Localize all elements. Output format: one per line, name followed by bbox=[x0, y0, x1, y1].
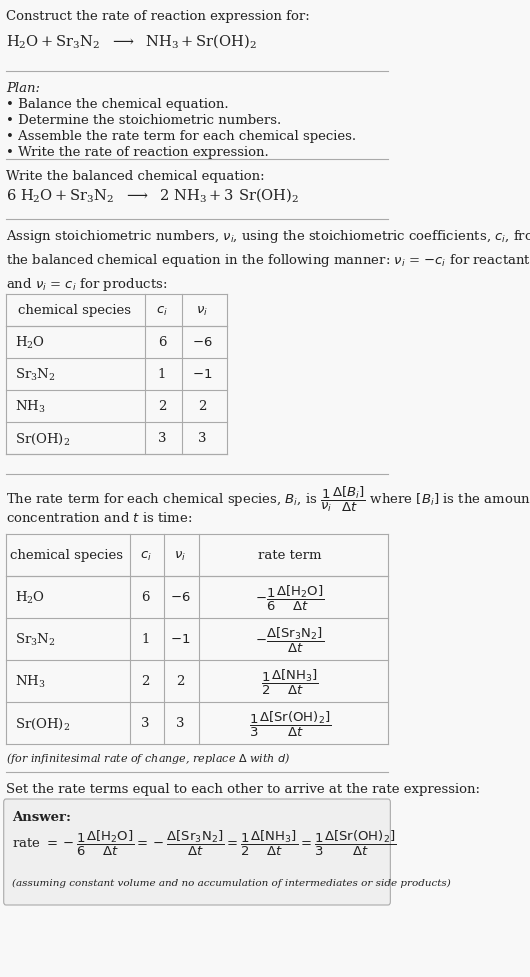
Text: $-\dfrac{\Delta[\mathrm{Sr_3N_2}]}{\Delta t}$: $-\dfrac{\Delta[\mathrm{Sr_3N_2}]}{\Delt… bbox=[255, 624, 324, 654]
Text: 2: 2 bbox=[176, 675, 184, 688]
Text: $\dfrac{1}{2}\dfrac{\Delta[\mathrm{NH_3}]}{\Delta t}$: $\dfrac{1}{2}\dfrac{\Delta[\mathrm{NH_3}… bbox=[261, 666, 319, 696]
Text: $\mathregular{NH_3}$: $\mathregular{NH_3}$ bbox=[15, 673, 46, 690]
Text: 2: 2 bbox=[198, 401, 206, 413]
Text: Answer:: Answer: bbox=[12, 810, 71, 824]
Text: $\mathit{\nu_i}$: $\mathit{\nu_i}$ bbox=[196, 304, 208, 318]
Text: 3: 3 bbox=[158, 432, 166, 446]
Text: The rate term for each chemical species, $B_i$, is $\dfrac{1}{\nu_i}\dfrac{\Delt: The rate term for each chemical species,… bbox=[6, 485, 530, 514]
Text: $\mathregular{H_2O}$: $\mathregular{H_2O}$ bbox=[15, 589, 45, 606]
Text: $\mathit{\nu_i}$: $\mathit{\nu_i}$ bbox=[174, 549, 186, 562]
Text: $-1$: $-1$ bbox=[170, 633, 190, 646]
Text: Construct the rate of reaction expression for:: Construct the rate of reaction expressio… bbox=[6, 10, 310, 23]
Text: Assign stoichiometric numbers, $\mathit{\nu_i}$, using the stoichiometric coeffi: Assign stoichiometric numbers, $\mathit{… bbox=[6, 228, 530, 293]
Text: (for infinitesimal rate of change, replace $\Delta$ with $d$): (for infinitesimal rate of change, repla… bbox=[6, 750, 290, 765]
Text: 3: 3 bbox=[198, 432, 207, 446]
Text: $\mathregular{NH_3}$: $\mathregular{NH_3}$ bbox=[15, 399, 46, 414]
Text: (assuming constant volume and no accumulation of intermediates or side products): (assuming constant volume and no accumul… bbox=[12, 878, 450, 887]
Text: 1: 1 bbox=[158, 368, 166, 381]
Text: Write the balanced chemical equation:: Write the balanced chemical equation: bbox=[6, 170, 264, 183]
Text: $\mathit{c_i}$: $\mathit{c_i}$ bbox=[140, 549, 152, 562]
Text: $-6$: $-6$ bbox=[192, 336, 213, 349]
Text: 3: 3 bbox=[175, 717, 184, 730]
FancyBboxPatch shape bbox=[4, 799, 390, 905]
Text: chemical species: chemical species bbox=[18, 304, 131, 318]
Text: rate term: rate term bbox=[258, 549, 322, 562]
Text: $\mathregular{6\ H_2O + Sr_3N_2\ \ \longrightarrow\ \ 2\ NH_3 + 3\ Sr(OH)_2}$: $\mathregular{6\ H_2O + Sr_3N_2\ \ \long… bbox=[6, 186, 299, 203]
Text: 2: 2 bbox=[158, 401, 166, 413]
Text: • Determine the stoichiometric numbers.: • Determine the stoichiometric numbers. bbox=[6, 114, 281, 127]
Text: $-\dfrac{1}{6}\dfrac{\Delta[\mathrm{H_2O}]}{\Delta t}$: $-\dfrac{1}{6}\dfrac{\Delta[\mathrm{H_2O… bbox=[255, 583, 325, 612]
Text: chemical species: chemical species bbox=[11, 549, 123, 562]
Text: $\mathregular{Sr(OH)_2}$: $\mathregular{Sr(OH)_2}$ bbox=[15, 716, 70, 731]
Text: 6: 6 bbox=[142, 591, 150, 604]
Text: $\mathregular{Sr(OH)_2}$: $\mathregular{Sr(OH)_2}$ bbox=[15, 431, 70, 446]
Text: concentration and $\mathit{t}$ is time:: concentration and $\mathit{t}$ is time: bbox=[6, 510, 192, 525]
Text: $\mathregular{Sr_3N_2}$: $\mathregular{Sr_3N_2}$ bbox=[15, 631, 56, 648]
Text: 6: 6 bbox=[158, 336, 166, 349]
Text: $\mathregular{Sr_3N_2}$: $\mathregular{Sr_3N_2}$ bbox=[15, 366, 56, 383]
Text: 1: 1 bbox=[142, 633, 150, 646]
Text: • Balance the chemical equation.: • Balance the chemical equation. bbox=[6, 98, 228, 110]
Text: $\mathit{c_i}$: $\mathit{c_i}$ bbox=[156, 304, 168, 318]
Text: 2: 2 bbox=[142, 675, 150, 688]
Text: Set the rate terms equal to each other to arrive at the rate expression:: Set the rate terms equal to each other t… bbox=[6, 783, 480, 795]
Text: rate $= -\dfrac{1}{6}\dfrac{\Delta[\mathrm{H_2O}]}{\Delta t}= -\dfrac{\Delta[\ma: rate $= -\dfrac{1}{6}\dfrac{\Delta[\math… bbox=[12, 828, 396, 858]
Text: $-1$: $-1$ bbox=[192, 368, 213, 381]
Text: • Assemble the rate term for each chemical species.: • Assemble the rate term for each chemic… bbox=[6, 130, 356, 143]
Text: Plan:: Plan: bbox=[6, 82, 40, 95]
Text: $\dfrac{1}{3}\dfrac{\Delta[\mathrm{Sr(OH)_2}]}{\Delta t}$: $\dfrac{1}{3}\dfrac{\Delta[\mathrm{Sr(OH… bbox=[249, 708, 331, 738]
Text: 3: 3 bbox=[142, 717, 150, 730]
Text: • Write the rate of reaction expression.: • Write the rate of reaction expression. bbox=[6, 146, 269, 159]
Text: $-6$: $-6$ bbox=[170, 591, 190, 604]
Text: $\mathregular{H_2O + Sr_3N_2\ \ \longrightarrow\ \ NH_3 + Sr(OH)_2}$: $\mathregular{H_2O + Sr_3N_2\ \ \longrig… bbox=[6, 32, 257, 50]
Text: $\mathregular{H_2O}$: $\mathregular{H_2O}$ bbox=[15, 334, 45, 351]
